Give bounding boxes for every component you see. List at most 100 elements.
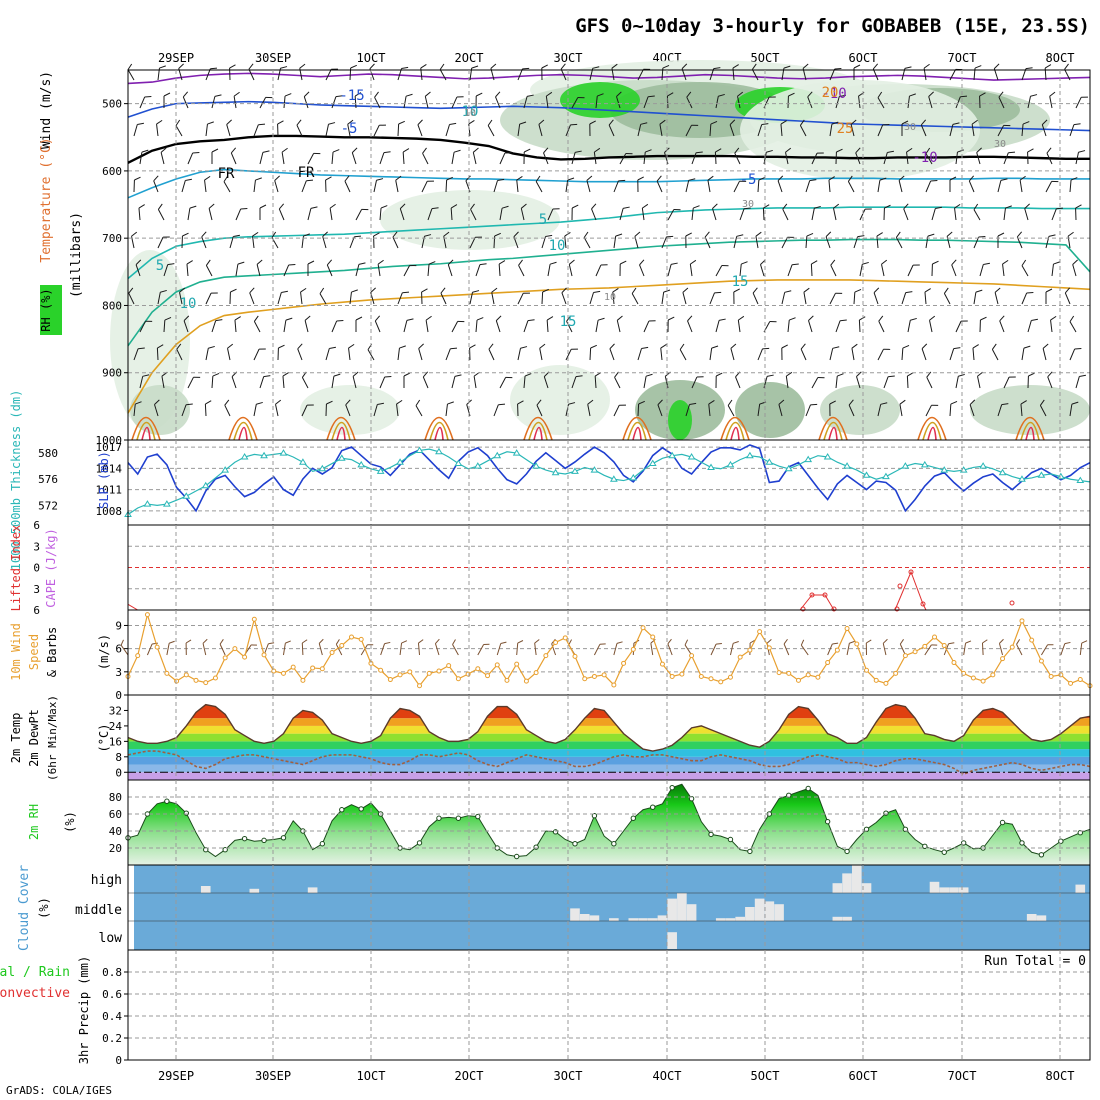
upper-wind-barb (516, 176, 523, 193)
upper-wind-barb (187, 376, 201, 389)
barb-staff (755, 236, 759, 249)
barb-staff (187, 152, 194, 165)
wind10-barb-staff (924, 644, 932, 656)
barb-flag (769, 96, 776, 98)
wind10-point (300, 677, 306, 683)
barb-staff (660, 348, 663, 361)
barb-flag (1030, 94, 1038, 97)
upper-wind-barb (833, 203, 840, 221)
barb-staff (322, 236, 327, 249)
upper-wind-barb (727, 399, 735, 417)
thickness-point (901, 462, 910, 469)
upper-wind-barb (427, 207, 439, 221)
temp-contour-label-4: FR (218, 166, 235, 182)
barb-staff (906, 152, 909, 165)
barb-flag (571, 348, 578, 350)
barb-staff (523, 96, 528, 109)
barb-flag (186, 260, 193, 265)
barb-flag (583, 231, 589, 238)
temp-band-3 (128, 749, 1090, 757)
barb-staff (829, 124, 833, 137)
barb-staff (682, 292, 687, 305)
wind10-title-b: Speed (27, 634, 41, 670)
wind10-barb-staff (166, 643, 170, 656)
upper-wind-barb (613, 404, 626, 417)
barb-staff (161, 376, 165, 389)
barb-flag (1071, 401, 1079, 405)
rh2m-unit: (%) (63, 811, 77, 833)
barb-flag (516, 176, 523, 181)
upper-wind-barb (1021, 259, 1029, 277)
upper-wind-barb (520, 203, 527, 221)
slp-tick-label-0: 1008 (96, 505, 123, 518)
wind10-barb-flag (318, 638, 324, 644)
upper-wind-barb (1051, 207, 1064, 221)
barb-flag (1072, 259, 1078, 265)
upper-wind-barb (921, 343, 928, 361)
upper-wind-barb (326, 259, 333, 277)
temp-tick-label-4: 32 (109, 704, 122, 717)
upper-wind-barb (825, 231, 832, 249)
cloud-bar-middle (764, 901, 775, 921)
upper-wind-barb (138, 204, 145, 221)
barb-flag (538, 119, 545, 125)
barb-flag (1020, 400, 1027, 405)
rh-shade-7 (740, 80, 980, 180)
barb-staff (329, 208, 333, 221)
barb-staff (829, 348, 834, 361)
barb-flag (1008, 151, 1016, 154)
barb-staff (787, 264, 793, 277)
barb-staff (858, 319, 861, 333)
barb-flag (303, 91, 310, 97)
wind10-barb-staff (282, 643, 286, 656)
barb-staff (619, 208, 624, 221)
upper-wind-barb (777, 175, 784, 193)
upper-wind-barb (704, 231, 711, 249)
barb-flag (490, 63, 497, 69)
barb-staff (493, 180, 498, 193)
barb-staff (186, 264, 189, 277)
upper-wind-barb (128, 287, 135, 305)
barb-flag (691, 124, 699, 126)
barb-flag (230, 288, 237, 293)
upper-wind-barb (396, 399, 403, 417)
barb-flag (332, 149, 340, 153)
barb-flag (800, 343, 806, 350)
wind10-point (805, 672, 811, 678)
barb-flag (208, 203, 215, 209)
upper-wind-barb (811, 205, 821, 221)
barb-staff (475, 264, 481, 277)
barb-staff (395, 180, 399, 193)
barb-flag (946, 231, 953, 237)
barb-staff (163, 264, 169, 277)
barb-staff (223, 181, 231, 193)
barb-flag (648, 320, 656, 322)
barb-flag (682, 287, 689, 293)
barb-staff (976, 152, 981, 165)
barb-staff (613, 236, 617, 249)
rh-tick-label-2: 60 (109, 808, 122, 821)
barb-flag (560, 63, 566, 70)
barb-flag (589, 120, 596, 125)
barb-flag (1045, 288, 1053, 293)
wind10-point (212, 675, 218, 681)
upper-wind-barb (715, 265, 729, 277)
upper-wind-barb (955, 320, 968, 333)
upper-wind-barb (547, 261, 557, 277)
barb-flag (1075, 204, 1082, 209)
barb-staff (520, 208, 525, 221)
barb-staff (424, 96, 429, 109)
upper-wind-barb (733, 234, 744, 249)
barb-staff (235, 208, 242, 221)
upper-wind-barb (973, 203, 981, 221)
upper-wind-barb (586, 175, 593, 193)
upper-wind-barb (208, 203, 215, 221)
barb-flag (586, 175, 593, 181)
warm-isotherm-loop-4-2 (533, 426, 543, 441)
barb-flag (715, 372, 723, 377)
barb-flag (468, 120, 475, 125)
barb-staff (704, 236, 711, 249)
barb-staff (733, 236, 738, 249)
barb-flag (142, 374, 150, 377)
barb-flag (137, 122, 144, 125)
